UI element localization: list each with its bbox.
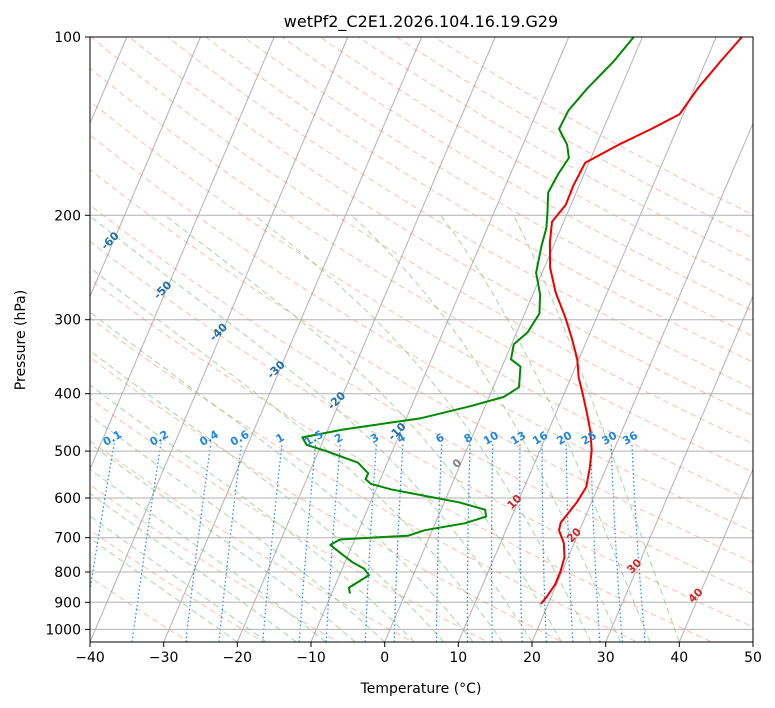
dry-adiabats [90,37,753,642]
dry-adiabat-line [90,67,753,473]
isotherm-line [90,37,201,298]
dry-adiabat-line [90,529,265,642]
dry-adiabat-line [90,134,753,533]
y-tick-label: 1000 [45,622,81,638]
mixing-ratio-line [590,443,601,642]
x-tick-label: −30 [149,650,179,666]
mixing-ratio-line [325,443,341,642]
mixing-ratio-line [565,443,574,642]
dry-adiabat-line [242,37,753,337]
isotherm-line [90,37,275,471]
x-tick-label: 50 [744,650,762,666]
moist-adiabat-line [90,442,356,642]
y-tick-label: 600 [54,491,81,507]
y-tick-label: 800 [54,565,81,581]
moist-adiabat-line [90,537,238,642]
mixing-ratio-line [90,443,115,594]
dry-adiabat-line [281,37,753,312]
moist-adiabat-line [90,311,474,642]
moist-adiabat-line [90,350,444,642]
y-axis-ticks: 100 200 300 400 500 600 700 800 900 1000 [45,30,90,638]
isotherm-line [236,37,496,642]
mixing-ratio-line [185,443,212,642]
isotherm-line [605,295,753,642]
x-tick-label: 20 [523,650,541,666]
moist-adiabat-line [254,214,592,642]
isotherm-line [310,37,570,642]
mixing-ratio-line [298,443,317,642]
moist-adiabat-line [90,215,533,642]
mixing-ratio-line [218,443,243,642]
moist-adiabat-line [90,415,386,642]
dry-adiabat-line [90,241,753,628]
y-tick-label: 200 [54,208,81,224]
x-axis-label: Temperature (°C) [360,681,482,697]
dry-adiabat-line [90,168,753,564]
y-tick-label: 900 [54,595,81,611]
y-tick-label: 700 [54,531,81,547]
isotherm-line [384,37,643,642]
mixing-ratio-line [610,443,624,642]
x-tick-label: 40 [670,650,688,666]
moist-adiabats [90,214,680,642]
x-tick-label: 0 [380,650,389,666]
y-axis-label: Pressure (hPa) [13,290,29,390]
dry-adiabat-line [128,37,753,417]
dry-adiabat-line [90,356,564,642]
moist-adiabat-line [90,515,268,642]
moist-adiabat-line [351,214,621,642]
pressure-gridlines [90,37,753,630]
mixing-ratio-line [541,443,547,642]
x-tick-label: −10 [296,650,326,666]
mixing-ratio-line [435,443,443,642]
isotherm-line [531,122,753,642]
moist-adiabat-line [90,267,503,642]
mixing-ratio-line [466,443,471,642]
moist-adiabat-line [513,215,680,642]
mixing-ratio-line [393,443,404,642]
x-tick-label: −40 [75,650,105,666]
dewpoint-series-line [301,37,635,594]
isotherm-line [678,467,753,642]
moist-adiabat-line [90,468,327,642]
mixing-ratio-line [131,443,162,642]
mixing-ratio-line [364,443,377,642]
temperature-series-line [540,37,743,605]
moist-adiabat-line [164,214,562,642]
mixing-ratio-line [490,443,494,642]
moist-adiabat-line [440,215,651,642]
sounding-series [301,37,743,605]
isotherm-line [457,37,717,642]
isotherm-line [163,37,422,642]
plot-frame [89,36,754,643]
dry-adiabat-line [90,397,489,642]
dry-adiabat-line [90,100,753,503]
chart-title: wetPf2_C2E1.2026.104.16.19.G29 [284,12,558,32]
y-tick-label: 400 [54,387,81,403]
dry-adiabat-line [166,37,753,390]
x-axis-ticks: −40 −30 −20 −10 0 10 20 30 40 50 [75,642,762,666]
moist-adiabat-line [90,384,415,642]
mixing-ratio-lines [90,443,646,642]
skewed-isotherms [90,37,753,642]
x-tick-label: −20 [223,650,253,666]
x-tick-label: 10 [449,650,467,666]
x-tick-label: 30 [597,650,615,666]
isotherm-line [90,37,349,642]
moist-adiabat-line [90,492,297,642]
mixing-ratio-line [519,443,523,642]
dry-adiabat-line [90,484,340,642]
y-tick-label: 300 [54,313,81,329]
y-tick-label: 500 [54,444,81,460]
y-tick-label: 100 [54,30,81,46]
